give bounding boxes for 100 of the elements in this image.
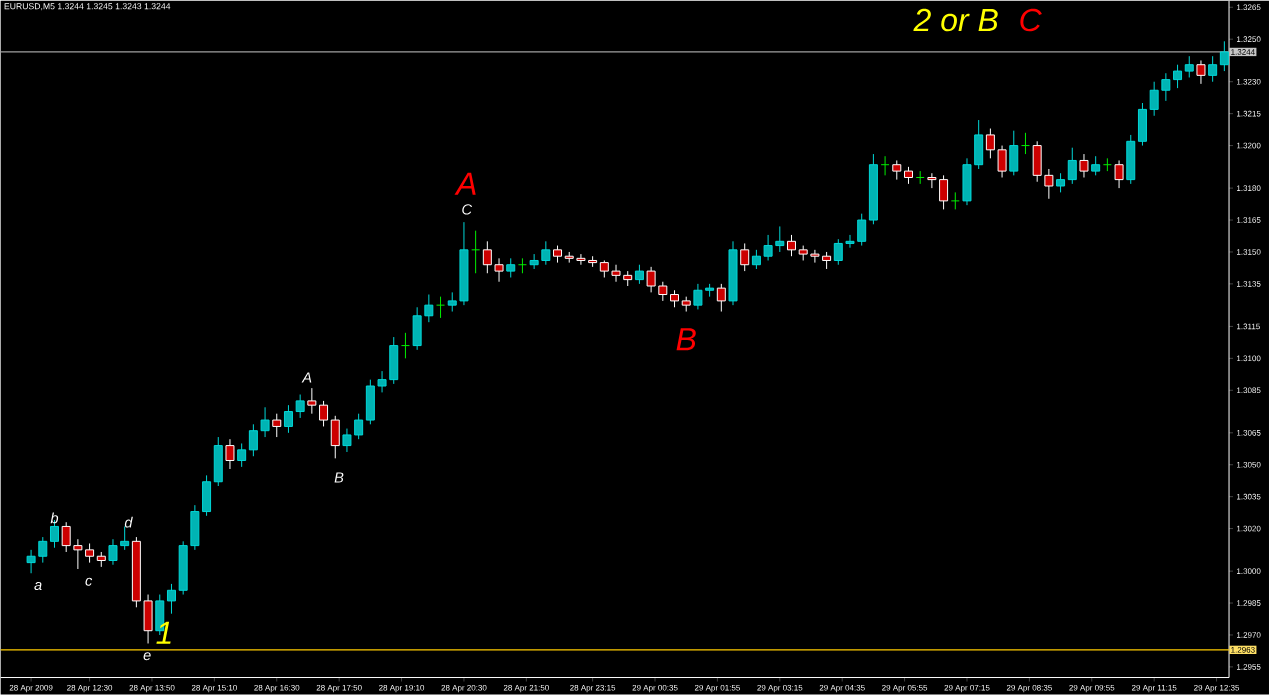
candlestick bbox=[260, 406, 270, 438]
candlestick bbox=[1079, 153, 1089, 179]
candlestick bbox=[307, 387, 317, 415]
candlestick bbox=[494, 258, 504, 283]
y-tick-label: 1.3085 bbox=[1237, 387, 1261, 394]
candlestick bbox=[1208, 55, 1218, 83]
y-tick-label: 1.3135 bbox=[1237, 281, 1261, 287]
annotation: B bbox=[676, 328, 696, 351]
candlestick bbox=[377, 370, 387, 394]
candlestick bbox=[997, 145, 1007, 179]
annotation: c bbox=[85, 577, 93, 586]
candlestick bbox=[857, 213, 867, 247]
y-tick-label: 1.3050 bbox=[1237, 462, 1261, 468]
candlestick bbox=[740, 243, 750, 272]
ref-line-label: 1.2963 bbox=[1231, 647, 1255, 653]
ref-line-label: 1.3244 bbox=[1231, 49, 1255, 55]
candlestick bbox=[26, 549, 36, 574]
candlestick bbox=[646, 266, 656, 294]
x-tick-label: 29 Apr 08:35 bbox=[1006, 685, 1052, 693]
annotation: A bbox=[301, 372, 312, 383]
candlestick bbox=[611, 264, 621, 283]
candlestick bbox=[880, 155, 890, 177]
candlestick bbox=[166, 583, 176, 615]
y-tick-label: 1.2955 bbox=[1237, 664, 1261, 670]
candlestick bbox=[38, 536, 48, 564]
x-tick-label: 29 Apr 05:55 bbox=[882, 685, 928, 693]
candlestick bbox=[751, 249, 761, 270]
y-tick-label: 1.3150 bbox=[1237, 249, 1261, 255]
candlestick bbox=[1056, 172, 1066, 194]
annotation: 2 or B bbox=[913, 8, 998, 32]
candlestick bbox=[248, 424, 258, 457]
candlestick bbox=[716, 283, 726, 313]
y-tick-label: 1.3265 bbox=[1237, 4, 1261, 11]
x-tick-label: 29 Apr 03:15 bbox=[757, 685, 803, 693]
candlestick bbox=[272, 413, 282, 438]
x-tick-label: 29 Apr 11:15 bbox=[1131, 685, 1177, 693]
x-tick-label: 29 Apr 00:35 bbox=[632, 685, 678, 693]
candlestick bbox=[915, 170, 925, 185]
candlestick bbox=[1102, 158, 1112, 172]
x-tick-label: 28 Apr 16:30 bbox=[254, 685, 300, 693]
x-tick-label: 29 Apr 12:35 bbox=[1194, 685, 1240, 693]
annotation: e bbox=[143, 652, 151, 661]
y-tick-label: 1.3020 bbox=[1237, 525, 1261, 532]
annotation: 1 bbox=[156, 622, 171, 645]
x-tick-label: 28 Apr 23:15 bbox=[570, 685, 616, 693]
candlestick bbox=[1161, 72, 1171, 102]
candlestick bbox=[763, 234, 773, 262]
candlestick bbox=[845, 234, 855, 249]
candlestick bbox=[787, 234, 796, 257]
annotation: C bbox=[462, 204, 473, 215]
y-tick-label: 1.2985 bbox=[1237, 600, 1261, 607]
candlestick bbox=[529, 253, 539, 270]
candlestick bbox=[283, 404, 293, 434]
candlestick bbox=[1173, 64, 1183, 89]
y-tick-label: 1.3180 bbox=[1237, 185, 1261, 192]
candlestick bbox=[775, 226, 785, 253]
y-tick-label: 1.3215 bbox=[1237, 111, 1261, 117]
y-tick-label: 1.3000 bbox=[1237, 568, 1261, 575]
x-tick-label: 29 Apr 01:55 bbox=[694, 685, 740, 693]
annotation: C bbox=[1020, 8, 1042, 32]
candlestick bbox=[319, 400, 329, 428]
annotation: A bbox=[454, 173, 476, 196]
y-tick-label: 1.3200 bbox=[1237, 142, 1261, 149]
candlestick bbox=[892, 160, 902, 181]
candlestick bbox=[471, 230, 481, 274]
candlestick bbox=[1149, 81, 1159, 117]
candlestick bbox=[400, 332, 410, 360]
candlestick bbox=[61, 521, 71, 553]
x-tick-label: 28 Apr 15:10 bbox=[191, 685, 237, 693]
candlestick bbox=[927, 172, 937, 189]
y-tick-label: 1.3100 bbox=[1237, 355, 1261, 362]
candlestick bbox=[1067, 147, 1077, 185]
candlestick bbox=[436, 296, 446, 319]
candlestick bbox=[634, 264, 644, 285]
candlestick bbox=[1091, 155, 1101, 177]
candlestick bbox=[447, 292, 457, 313]
candlestick bbox=[693, 283, 703, 311]
y-tick-label: 1.3035 bbox=[1237, 494, 1261, 500]
candlestick bbox=[482, 241, 492, 274]
candlestick bbox=[541, 241, 551, 266]
chart-title: EURUSD,M5 1.3244 1.3245 1.3243 1.3244 bbox=[4, 3, 171, 11]
candlestick bbox=[1044, 168, 1054, 200]
candlestick bbox=[424, 294, 434, 323]
candlestick bbox=[237, 443, 247, 468]
x-tick-label: 28 Apr 17:50 bbox=[316, 685, 362, 693]
candlestick bbox=[354, 413, 364, 440]
candlestick bbox=[1184, 55, 1194, 79]
annotation: b bbox=[50, 512, 59, 524]
y-tick-label: 1.3165 bbox=[1237, 217, 1261, 224]
x-tick-label: 28 Apr 12:30 bbox=[67, 685, 113, 693]
x-tick-label: 28 Apr 19:10 bbox=[379, 685, 425, 693]
x-tick-label: 28 Apr 21:50 bbox=[503, 685, 549, 693]
candlestick bbox=[506, 258, 516, 279]
candlestick bbox=[576, 253, 586, 266]
candlestick bbox=[108, 538, 118, 566]
annotation: d bbox=[124, 517, 133, 528]
annotation: B bbox=[334, 472, 344, 483]
x-tick-label: 28 Apr 20:30 bbox=[441, 685, 487, 693]
y-tick-label: 1.3250 bbox=[1237, 36, 1261, 43]
candlestick bbox=[120, 526, 130, 551]
